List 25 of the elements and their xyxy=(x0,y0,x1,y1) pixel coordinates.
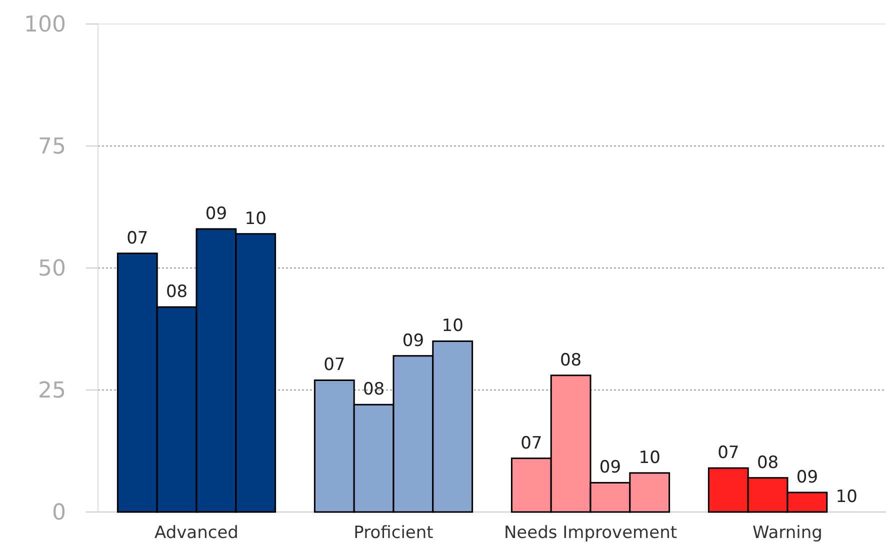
text: 08 xyxy=(362,380,385,400)
text: 07 xyxy=(520,433,542,454)
x-tick-label: Proficient xyxy=(354,523,434,543)
text: 08 xyxy=(756,452,779,473)
series-label: 07 xyxy=(126,228,148,248)
y-tick-label: 50 xyxy=(38,256,66,282)
x-tick-label: Needs Improvement xyxy=(504,523,678,543)
x-tick-label: Warning xyxy=(752,523,822,543)
text: 09 xyxy=(796,467,818,488)
text: 10 xyxy=(836,487,858,507)
series-label: 08 xyxy=(166,282,188,302)
text: 10 xyxy=(442,316,464,336)
y-tick-label: 0 xyxy=(52,500,66,526)
text: 08 xyxy=(560,350,582,370)
text: 10 xyxy=(638,448,660,468)
y-tick-label: 100 xyxy=(24,12,66,38)
text: 09 xyxy=(599,458,622,478)
text: 09 xyxy=(402,330,424,351)
text: 07 xyxy=(718,443,740,464)
x-tick-label: Advanced xyxy=(154,523,238,543)
y-tick-label: 25 xyxy=(38,378,66,404)
text: 07 xyxy=(324,355,346,376)
series-label: 10 xyxy=(244,208,266,229)
series-label: 09 xyxy=(205,204,228,224)
y-tick-label: 75 xyxy=(38,134,66,160)
